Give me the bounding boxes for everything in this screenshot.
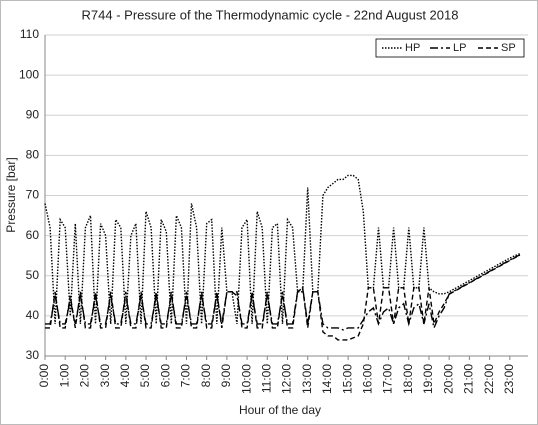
y-tick-label: 80 (26, 148, 40, 162)
x-tick-label: 18:00 (401, 364, 415, 394)
x-tick-label: 23:00 (502, 364, 516, 394)
x-tick-label: 20:00 (441, 364, 455, 394)
x-tick-label: 1:00 (57, 364, 71, 388)
x-tick-label: 22:00 (482, 364, 496, 394)
x-tick-label: 14:00 (320, 364, 334, 394)
x-tick-label: 5:00 (138, 364, 152, 388)
x-tick-label: 2:00 (78, 364, 92, 388)
x-tick-label: 6:00 (158, 364, 172, 388)
y-tick-label: 50 (26, 268, 40, 282)
y-tick-label: 60 (26, 228, 40, 242)
y-axis-label: Pressure [bar] (4, 157, 18, 232)
x-tick-label: 16:00 (361, 364, 375, 394)
y-tick-label: 40 (26, 308, 40, 322)
series-line (44, 174, 521, 325)
y-tick-label: 90 (26, 107, 40, 121)
x-tick-label: 9:00 (219, 364, 233, 388)
x-tick-label: 12:00 (280, 364, 294, 394)
x-tick-label: 17:00 (381, 364, 395, 394)
x-tick-label: 0:00 (37, 364, 51, 388)
legend-label: LP (453, 42, 466, 54)
x-tick-label: 21:00 (462, 364, 476, 394)
x-tick-label: 15:00 (340, 364, 354, 394)
x-tick-label: 13:00 (300, 364, 314, 394)
x-axis-label: Hour of the day (239, 403, 321, 417)
chart-title: R744 - Pressure of the Thermodynamic cyc… (82, 7, 459, 22)
y-tick-label: 70 (26, 188, 40, 202)
x-tick-label: 19:00 (421, 364, 435, 394)
x-tick-label: 4:00 (118, 364, 132, 388)
y-tick-label: 30 (26, 348, 40, 362)
x-tick-label: 7:00 (179, 364, 193, 388)
legend-label: SP (501, 42, 516, 54)
y-tick-label: 100 (19, 67, 39, 81)
x-tick-label: 8:00 (199, 364, 213, 388)
x-tick-label: 11:00 (259, 364, 273, 393)
legend-label: HP (405, 42, 420, 54)
series-line (45, 254, 521, 341)
legend: HP LP SP (375, 38, 525, 58)
y-tick-label: 110 (20, 27, 39, 41)
x-tick-label: 10:00 (239, 364, 253, 394)
x-tick-label: 3:00 (98, 364, 112, 388)
